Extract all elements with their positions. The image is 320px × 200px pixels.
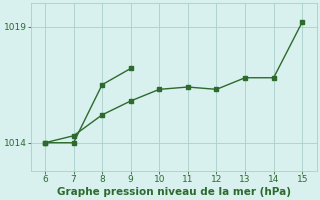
X-axis label: Graphe pression niveau de la mer (hPa): Graphe pression niveau de la mer (hPa) [57, 187, 291, 197]
